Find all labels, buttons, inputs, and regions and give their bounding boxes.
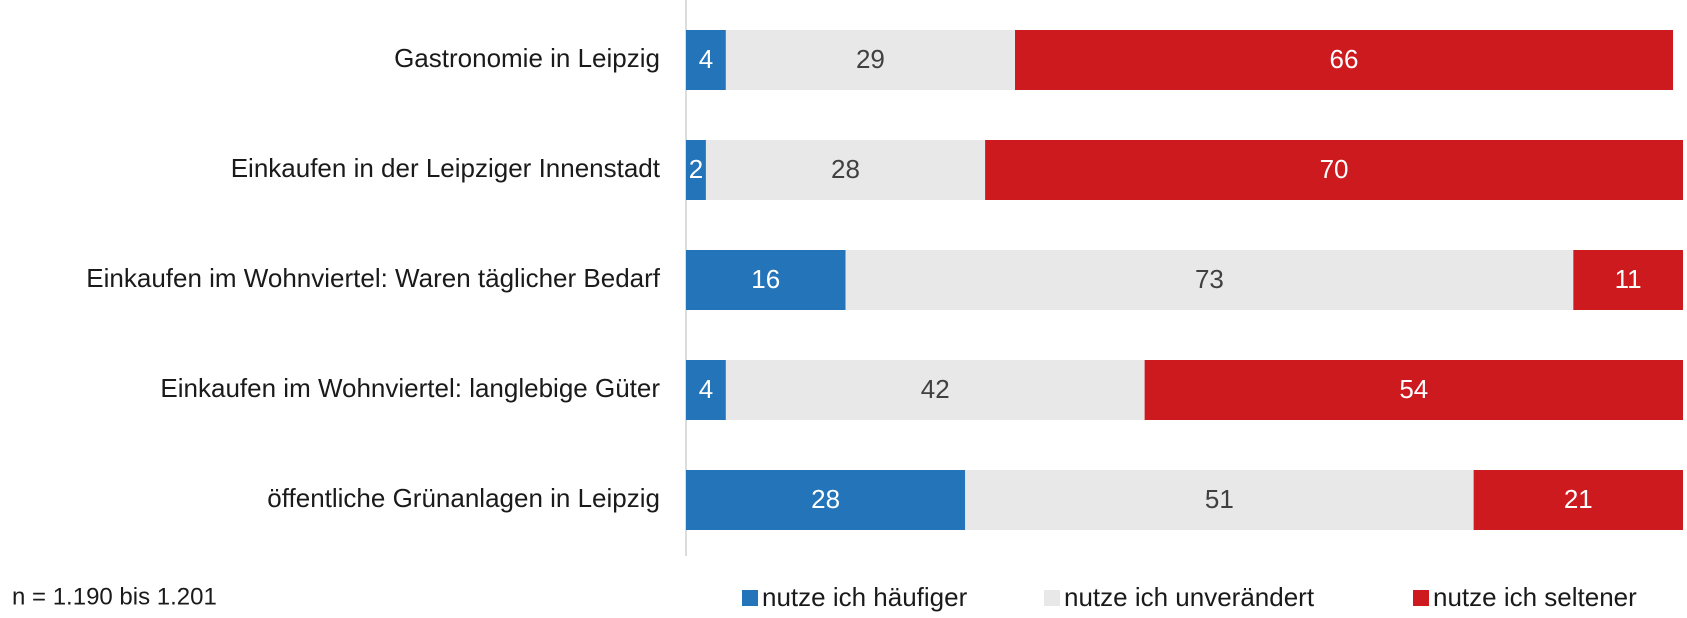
- data-label: 28: [811, 484, 840, 514]
- bar-segment: [686, 470, 966, 530]
- data-label: 2: [689, 154, 703, 184]
- bar-segment: [705, 140, 986, 200]
- data-label: 70: [1320, 154, 1349, 184]
- bar-segment: [1015, 30, 1674, 90]
- data-label: 51: [1205, 484, 1234, 514]
- data-label: 28: [831, 154, 860, 184]
- data-label: 11: [1615, 264, 1642, 294]
- y-tick-label: Einkaufen im Wohnviertel: langlebige Güt…: [160, 373, 660, 403]
- y-tick-label: öffentliche Grünanlagen in Leipzig: [267, 483, 660, 513]
- bar-segment: [686, 360, 726, 420]
- data-label: 42: [921, 374, 950, 404]
- y-tick-label: Einkaufen im Wohnviertel: Waren tägliche…: [86, 263, 660, 293]
- legend-label: nutze ich unverändert: [1064, 582, 1315, 612]
- data-label: 54: [1399, 374, 1428, 404]
- bar-segment: [1573, 250, 1683, 310]
- data-label: 66: [1330, 44, 1359, 74]
- bar-segment: [725, 30, 1016, 90]
- bar-segment: [1473, 470, 1683, 530]
- legend-swatch: [742, 590, 758, 606]
- bar-segment: [686, 30, 726, 90]
- bar-segment: [686, 250, 846, 310]
- y-tick-label: Gastronomie in Leipzig: [394, 43, 660, 73]
- bar-segment: [845, 250, 1574, 310]
- bar-segment: [725, 360, 1145, 420]
- y-tick-label: Einkaufen in der Leipziger Innenstadt: [231, 153, 661, 183]
- data-label: 21: [1564, 484, 1593, 514]
- legend-label: nutze ich häufiger: [762, 582, 968, 612]
- bar-segment: [965, 470, 1474, 530]
- legend-swatch: [1044, 590, 1060, 606]
- data-label: 73: [1195, 264, 1224, 294]
- data-label: 4: [699, 44, 713, 74]
- legend-swatch: [1413, 590, 1429, 606]
- bar-segment: [1144, 360, 1683, 420]
- data-label: 4: [699, 374, 713, 404]
- bar-segment: [985, 140, 1683, 200]
- legend-label: nutze ich seltener: [1433, 582, 1637, 612]
- note: n = 1.190 bis 1.201: [12, 583, 217, 610]
- bar-segment: [686, 140, 706, 200]
- data-label: 29: [856, 44, 885, 74]
- data-label: 16: [751, 264, 780, 294]
